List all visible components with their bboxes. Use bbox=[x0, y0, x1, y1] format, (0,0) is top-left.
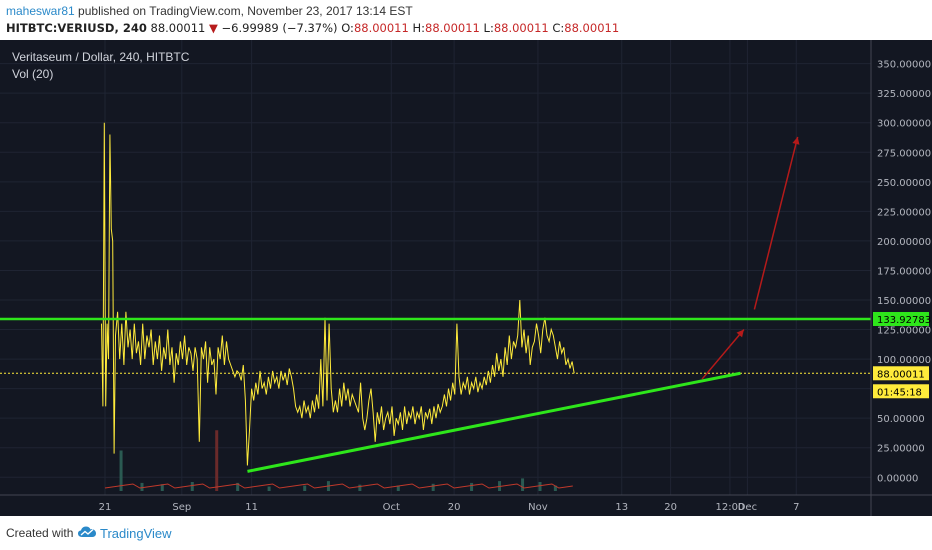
axes: 0.0000025.0000050.0000075.00000100.00000… bbox=[0, 40, 932, 516]
y-tick-label: 200.00000 bbox=[877, 237, 931, 248]
open-value: 88.00011 bbox=[353, 21, 409, 35]
publish-info: published on TradingView.com, November 2… bbox=[78, 4, 413, 18]
footer: Created with TradingView bbox=[0, 516, 932, 550]
close-label: C: bbox=[552, 21, 565, 35]
close-value: 88.00011 bbox=[564, 21, 620, 35]
symbol-ticker: HITBTC:VERIUSD, 240 bbox=[6, 21, 147, 35]
volume-bar bbox=[303, 485, 307, 491]
last-price: 88.00011 bbox=[150, 21, 206, 35]
y-tick-label: 25.00000 bbox=[877, 444, 925, 455]
publish-header: maheswar81 published on TradingView.com,… bbox=[0, 0, 932, 40]
y-tick-label: 50.00000 bbox=[877, 414, 925, 425]
x-tick-label: 12:00 bbox=[716, 502, 745, 513]
y-tick-label: 350.00000 bbox=[877, 60, 931, 71]
low-value: 88.00011 bbox=[493, 21, 549, 35]
tradingview-cloud-icon[interactable] bbox=[78, 525, 96, 539]
chart-legend-title: Veritaseum / Dollar, 240, HITBTC bbox=[12, 50, 190, 64]
y-tick-label: 250.00000 bbox=[877, 178, 931, 189]
x-tick-label: Oct bbox=[383, 502, 400, 513]
price-axis-label-bg bbox=[873, 384, 929, 399]
x-tick-label: 13 bbox=[615, 502, 628, 513]
volume-bar bbox=[470, 482, 474, 491]
price-line-layer bbox=[101, 122, 575, 466]
low-label: L: bbox=[483, 21, 494, 35]
volume-ma-line bbox=[104, 483, 573, 489]
volume-bar bbox=[521, 478, 525, 491]
x-tick-label: 20 bbox=[664, 502, 677, 513]
price-axis-label: 01:45:18 bbox=[877, 387, 922, 398]
volume-bar bbox=[431, 483, 435, 491]
volume-bars bbox=[104, 430, 573, 491]
volume-bar bbox=[119, 450, 123, 491]
y-tick-label: 225.00000 bbox=[877, 207, 931, 218]
volume-bar bbox=[538, 482, 542, 491]
volume-bar bbox=[140, 482, 144, 491]
price-axis-label-bg bbox=[873, 311, 929, 326]
symbol-line: HITBTC:VERIUSD, 240 88.00011 ▼ −6.99989 … bbox=[6, 21, 619, 35]
down-arrow-icon: ▼ bbox=[209, 21, 218, 35]
x-tick-label: Sep bbox=[172, 502, 191, 513]
volume-bar bbox=[396, 485, 400, 491]
support-trendline bbox=[247, 371, 741, 473]
high-value: 88.00011 bbox=[425, 21, 480, 35]
x-tick-label: Dec bbox=[738, 502, 757, 513]
price-axis-label: 88.00011 bbox=[877, 369, 925, 380]
price-change: −6.99989 (−7.37%) bbox=[221, 21, 338, 35]
grid bbox=[0, 40, 871, 495]
x-tick-label: 11 bbox=[245, 502, 258, 513]
y-tick-label: 150.00000 bbox=[877, 296, 931, 307]
projection-line bbox=[753, 136, 799, 310]
volume-bar bbox=[190, 482, 194, 491]
volume-bar bbox=[358, 484, 362, 491]
x-tick-label: Nov bbox=[528, 502, 548, 513]
projection-arrowhead bbox=[792, 136, 800, 145]
drawings[interactable] bbox=[0, 136, 871, 473]
price-chart[interactable]: 0.0000025.0000050.0000075.00000100.00000… bbox=[0, 40, 932, 516]
y-tick-label: 325.00000 bbox=[877, 89, 931, 100]
projection-line bbox=[701, 329, 745, 380]
y-tick-label: 125.00000 bbox=[877, 326, 931, 337]
x-tick-label: 20 bbox=[448, 502, 461, 513]
chart-panel[interactable]: 0.0000025.0000050.0000075.00000100.00000… bbox=[0, 40, 932, 516]
high-label: H: bbox=[412, 21, 425, 35]
price-axis-label-bg bbox=[873, 366, 929, 381]
created-with-label: Created with bbox=[6, 526, 74, 540]
x-tick-label: 7 bbox=[793, 502, 799, 513]
volume-bar bbox=[236, 482, 240, 491]
open-label: O: bbox=[341, 21, 354, 35]
y-tick-label: 0.00000 bbox=[877, 473, 918, 484]
y-tick-label: 300.00000 bbox=[877, 119, 931, 130]
y-tick-label: 175.00000 bbox=[877, 266, 931, 277]
tradingview-brand-link[interactable]: TradingView bbox=[100, 526, 172, 541]
author-link[interactable]: maheswar81 bbox=[6, 4, 75, 18]
publish-line: maheswar81 published on TradingView.com,… bbox=[6, 4, 413, 18]
volume-bar bbox=[215, 430, 219, 491]
volume-legend: Vol (20) bbox=[12, 67, 53, 81]
y-tick-label: 100.00000 bbox=[877, 355, 931, 366]
x-tick-label: 21 bbox=[99, 502, 112, 513]
volume-bar bbox=[553, 485, 557, 491]
price-series-line bbox=[101, 122, 575, 466]
volume-bar bbox=[160, 484, 164, 491]
y-tick-label: 275.00000 bbox=[877, 148, 931, 159]
volume-bar bbox=[267, 486, 271, 491]
price-axis-label: 133.92783 bbox=[877, 315, 931, 326]
projection-arrowhead bbox=[736, 329, 744, 338]
